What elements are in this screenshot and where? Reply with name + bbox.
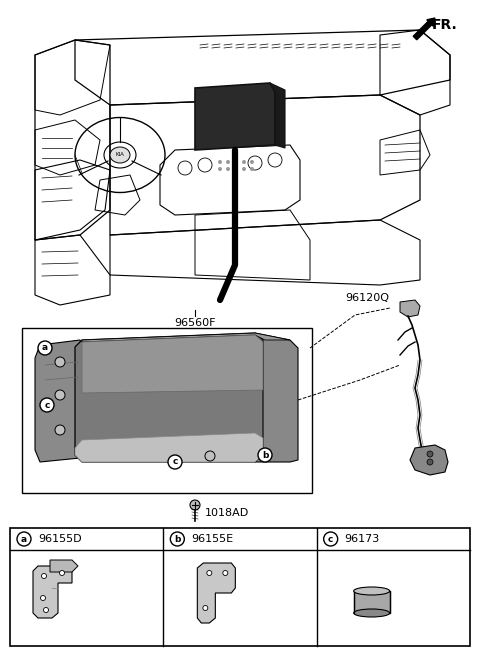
Text: a: a [42, 344, 48, 352]
Polygon shape [33, 566, 72, 618]
Circle shape [38, 341, 52, 355]
Text: c: c [44, 401, 50, 409]
Circle shape [207, 571, 212, 575]
Circle shape [41, 573, 47, 579]
Polygon shape [270, 83, 285, 148]
Text: FR.: FR. [432, 18, 458, 32]
Polygon shape [197, 563, 235, 623]
Circle shape [250, 167, 254, 171]
Polygon shape [75, 333, 265, 462]
Circle shape [223, 571, 228, 575]
Polygon shape [410, 445, 448, 475]
Circle shape [205, 451, 215, 461]
FancyBboxPatch shape [10, 528, 470, 646]
Circle shape [242, 160, 246, 164]
Circle shape [203, 605, 208, 611]
Circle shape [55, 425, 65, 435]
Text: 96173: 96173 [345, 534, 380, 544]
Text: 96560F: 96560F [174, 318, 216, 328]
Ellipse shape [110, 147, 130, 163]
Text: 1018AD: 1018AD [205, 508, 249, 518]
Text: KIA: KIA [116, 152, 124, 157]
Polygon shape [35, 340, 85, 462]
Circle shape [250, 160, 254, 164]
FancyBboxPatch shape [22, 328, 312, 493]
Circle shape [427, 451, 433, 457]
FancyArrow shape [413, 18, 435, 40]
Circle shape [168, 455, 182, 469]
Circle shape [44, 607, 48, 613]
Circle shape [60, 571, 64, 575]
Text: b: b [174, 535, 180, 544]
Circle shape [226, 160, 230, 164]
Text: c: c [172, 457, 178, 466]
Circle shape [218, 167, 222, 171]
Circle shape [427, 459, 433, 465]
Circle shape [258, 448, 272, 462]
Text: 96155E: 96155E [192, 534, 233, 544]
Text: b: b [262, 451, 268, 459]
Polygon shape [195, 83, 275, 150]
Polygon shape [82, 335, 263, 393]
Circle shape [324, 532, 337, 546]
Polygon shape [82, 333, 290, 342]
Circle shape [242, 167, 246, 171]
Ellipse shape [354, 609, 390, 617]
Polygon shape [75, 433, 263, 462]
FancyBboxPatch shape [354, 591, 390, 613]
Circle shape [234, 160, 238, 164]
Text: 96120Q: 96120Q [345, 293, 389, 303]
Circle shape [55, 357, 65, 367]
Text: 96155D: 96155D [38, 534, 82, 544]
Ellipse shape [354, 587, 390, 595]
Circle shape [218, 160, 222, 164]
Circle shape [17, 532, 31, 546]
Circle shape [40, 596, 46, 600]
Circle shape [40, 398, 54, 412]
Text: c: c [328, 535, 333, 544]
Circle shape [226, 167, 230, 171]
Circle shape [55, 390, 65, 400]
Polygon shape [400, 300, 420, 317]
Polygon shape [50, 560, 78, 572]
Text: a: a [21, 535, 27, 544]
Circle shape [190, 500, 200, 510]
Polygon shape [255, 333, 298, 462]
Circle shape [234, 167, 238, 171]
Circle shape [170, 532, 184, 546]
